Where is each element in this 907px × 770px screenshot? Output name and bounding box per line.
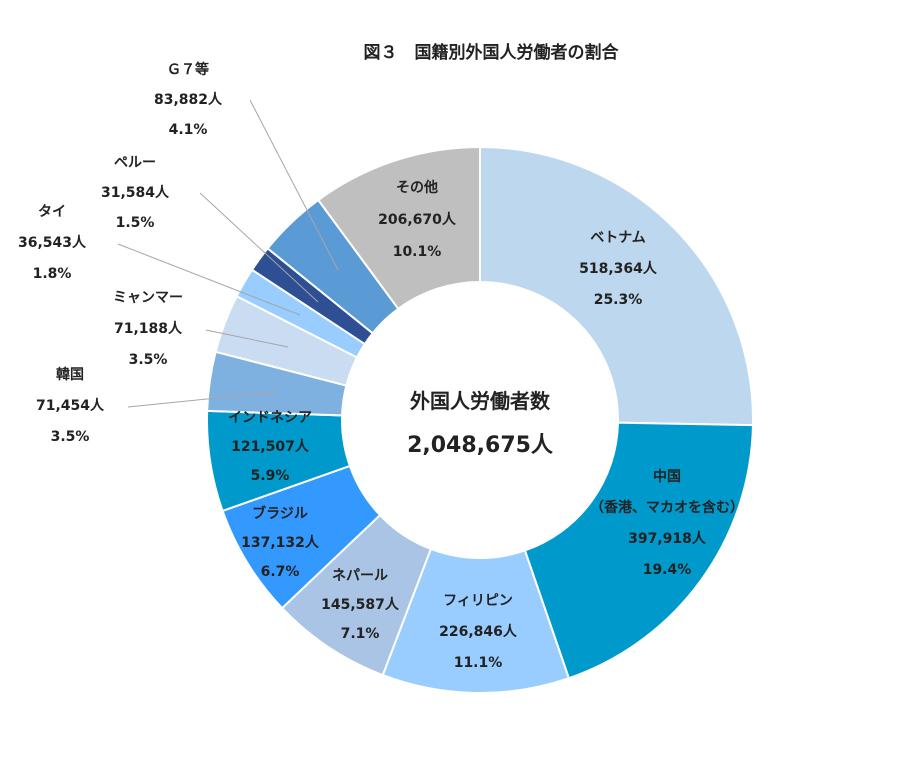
slice-3-count-label: 145,587人 bbox=[321, 596, 400, 613]
slice-10-name-label: Ｇ７等 bbox=[167, 61, 209, 78]
slice-0-percent-label: 25.3% bbox=[594, 292, 643, 308]
slice-2-count-label: 226,846人 bbox=[439, 623, 518, 640]
slice-11-percent-label: 10.1% bbox=[393, 244, 442, 260]
slice-6-count-label: 71,454人 bbox=[36, 397, 105, 414]
slice-1 bbox=[523, 421, 754, 680]
slice-9-percent-label: 1.5% bbox=[116, 215, 155, 231]
slice-8-leader-line bbox=[117, 243, 301, 316]
slice-0-name-label: ベトナム bbox=[590, 230, 646, 246]
chart-title: 図３ 国籍別外国人労働者の割合 bbox=[364, 42, 620, 63]
slice-10-leader-line bbox=[249, 99, 339, 271]
slice-2-name-label: フィリピン bbox=[443, 593, 513, 609]
slice-9-count-label: 31,584人 bbox=[101, 184, 170, 201]
slice-3-percent-label: 7.1% bbox=[341, 626, 380, 642]
slice-6-leader-line bbox=[127, 391, 277, 408]
slice-7-count-label: 71,188人 bbox=[114, 320, 183, 337]
slice-4-name-label: ブラジル bbox=[252, 505, 308, 522]
slice-11-name-label: その他 bbox=[396, 179, 438, 196]
slice-1-percent-label: 19.4% bbox=[643, 562, 692, 578]
slice-7-percent-label: 3.5% bbox=[129, 352, 168, 368]
slice-5-name-label: インドネシア bbox=[228, 410, 312, 426]
slice-6-percent-label: 3.5% bbox=[51, 429, 90, 445]
slice-11-count-label: 206,670人 bbox=[378, 211, 457, 228]
center-label: 外国人労働者数 bbox=[410, 389, 551, 413]
slice-5-percent-label: 5.9% bbox=[251, 468, 290, 484]
slice-0 bbox=[479, 145, 754, 427]
slice-2-percent-label: 11.1% bbox=[454, 655, 503, 671]
slice-5-count-label: 121,507人 bbox=[231, 438, 310, 455]
slice-4-percent-label: 6.7% bbox=[261, 564, 300, 580]
slice-3-name-label: ネパール bbox=[332, 568, 388, 584]
slice-10-count-label: 83,882人 bbox=[154, 91, 223, 108]
slice-7-leader-line bbox=[205, 329, 289, 348]
slice-10-percent-label: 4.1% bbox=[169, 122, 208, 138]
slice-9-name-label: ペルー bbox=[114, 155, 156, 171]
slice-4-count-label: 137,132人 bbox=[241, 534, 320, 551]
slice-1-count-label: 397,918人 bbox=[628, 530, 707, 547]
slice-0-count-label: 518,364人 bbox=[579, 260, 658, 277]
slice-8-name-label: タイ bbox=[38, 204, 66, 220]
slice-9-leader-line bbox=[199, 192, 319, 303]
slice-8-percent-label: 1.8% bbox=[33, 266, 72, 282]
slice-1-name-label: 中国 bbox=[653, 468, 681, 485]
slice-6-name-label: 韓国 bbox=[56, 366, 84, 383]
slice-1-name2-label: （香港、マカオを含む） bbox=[590, 499, 744, 516]
slice-7-name-label: ミャンマー bbox=[113, 290, 183, 306]
slice-8-count-label: 36,543人 bbox=[18, 234, 87, 251]
slice-11 bbox=[316, 145, 481, 311]
center-total: 2,048,675人 bbox=[407, 433, 553, 458]
